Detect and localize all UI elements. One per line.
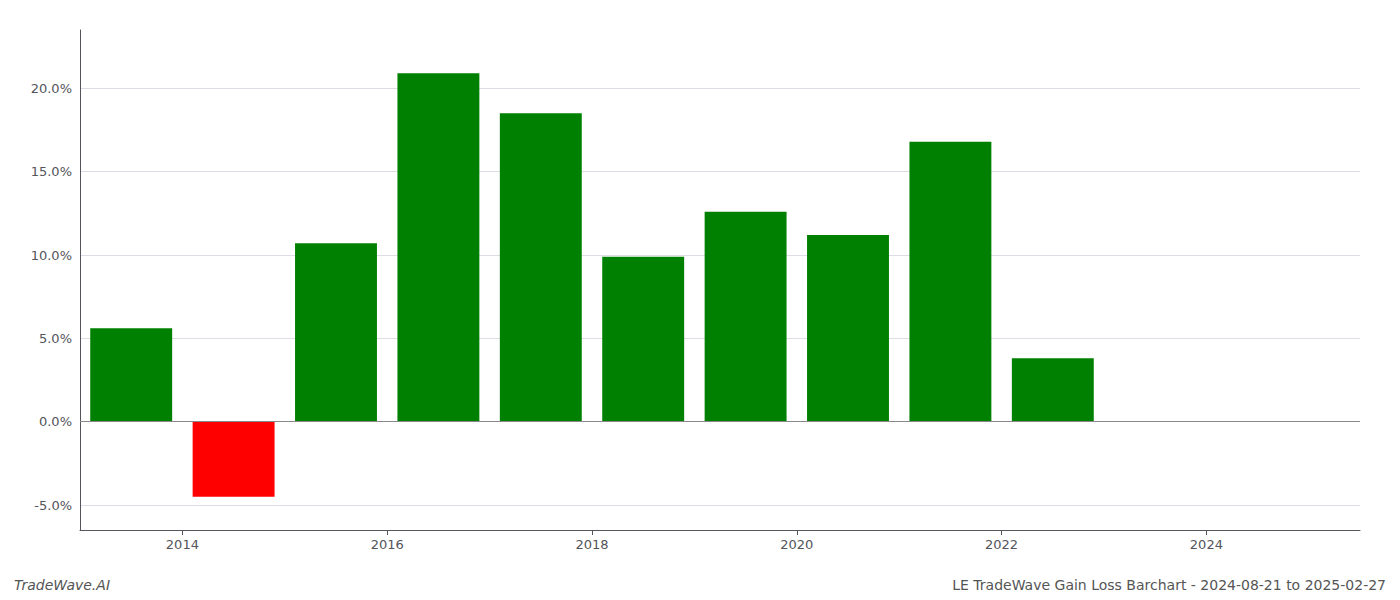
svg-text:2022: 2022	[985, 537, 1018, 552]
svg-text:TradeWave.AI: TradeWave.AI	[14, 577, 110, 593]
svg-text:-5.0%: -5.0%	[34, 498, 72, 513]
svg-text:2020: 2020	[780, 537, 813, 552]
svg-text:0.0%: 0.0%	[39, 414, 72, 429]
svg-text:LE TradeWave Gain Loss Barchar: LE TradeWave Gain Loss Barchart - 2024-0…	[952, 577, 1386, 593]
svg-text:10.0%: 10.0%	[31, 248, 72, 263]
svg-text:15.0%: 15.0%	[31, 164, 72, 179]
svg-text:2014: 2014	[166, 537, 199, 552]
svg-text:2018: 2018	[575, 537, 608, 552]
svg-text:5.0%: 5.0%	[39, 331, 72, 346]
svg-text:2024: 2024	[1190, 537, 1223, 552]
svg-text:20.0%: 20.0%	[31, 81, 72, 96]
svg-text:2016: 2016	[371, 537, 404, 552]
